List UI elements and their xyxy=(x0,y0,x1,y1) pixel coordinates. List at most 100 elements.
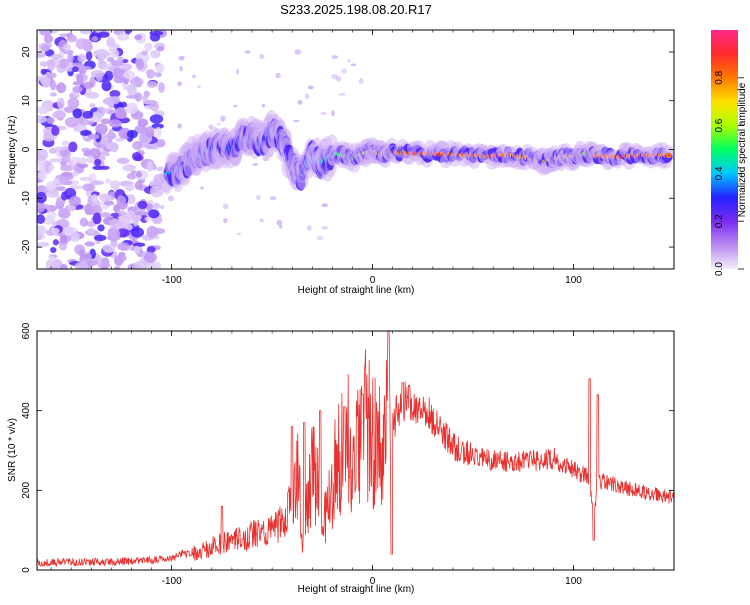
heatmap-cell xyxy=(275,72,281,79)
heatmap-cell xyxy=(37,225,47,236)
heatmap-cell xyxy=(145,126,155,138)
heatmap-cell xyxy=(138,211,149,216)
heatmap-cell xyxy=(106,37,116,48)
heatmap-cell xyxy=(100,212,111,218)
colorbar-tick-label: 0.4 xyxy=(714,166,725,180)
heatmap-cell xyxy=(122,164,137,171)
heatmap-cell xyxy=(125,184,135,192)
heatmap-cell xyxy=(85,50,93,61)
heatmap-cell xyxy=(78,157,88,165)
figure-title: S233.2025.198.08.20.R17 xyxy=(280,2,432,17)
heatmap-cell xyxy=(99,193,112,202)
snr-background xyxy=(37,331,674,570)
heatmap-cell xyxy=(72,66,79,73)
heatmap-cell xyxy=(86,155,95,164)
heatmap-cell xyxy=(79,176,94,182)
heatmap-cell xyxy=(126,193,136,205)
heatmap-cell xyxy=(146,225,159,238)
heatmap-cell xyxy=(124,30,132,35)
heatmap-cell xyxy=(46,180,56,191)
snr-xlabel: Height of straight line (km) xyxy=(298,584,415,595)
heatmap-cell xyxy=(39,61,49,67)
heatmap-cell xyxy=(60,191,68,201)
heatmap-cell xyxy=(261,103,266,108)
colorbar-tick-label: 0.2 xyxy=(714,214,725,228)
heatmap-cell xyxy=(331,110,335,117)
heatmap-cell xyxy=(297,99,303,105)
heatmap-cell xyxy=(59,58,70,68)
spectrogram-y-axis: -20 -10 0 10 20 xyxy=(21,46,674,254)
snr-panel: -100 0 100 0 200 400 600 Height of straight l… xyxy=(7,322,675,595)
heatmap-cell xyxy=(179,66,184,72)
heatmap-cell xyxy=(76,73,84,83)
heatmap-cell xyxy=(666,154,671,157)
heatmap-cell xyxy=(146,199,154,205)
heatmap-cell xyxy=(149,114,164,124)
heatmap-cell xyxy=(68,141,78,153)
heatmap-cell xyxy=(50,54,63,60)
heatmap-cell xyxy=(58,208,71,219)
snr-ylabel: SNR (10 * v/v) xyxy=(7,418,18,482)
heatmap-cell xyxy=(144,42,153,52)
heatmap-cell xyxy=(167,195,175,202)
colorbar-tick-label: 0.8 xyxy=(714,70,725,84)
heatmap-cell xyxy=(56,186,66,191)
heatmap-cell xyxy=(95,123,108,135)
heatmap-cell xyxy=(95,48,109,60)
heatmap-cell xyxy=(68,195,81,207)
heatmap-cell xyxy=(200,186,204,190)
heatmap-cell xyxy=(197,85,201,89)
heatmap-cell xyxy=(79,118,90,126)
heatmap-cell xyxy=(155,138,166,148)
heatmap-cell xyxy=(77,53,86,63)
heatmap-cell xyxy=(306,225,312,231)
heatmap-cell xyxy=(116,56,124,62)
heatmap-cell xyxy=(61,171,73,177)
heatmap-cell xyxy=(60,164,72,172)
x-tick-label: -100 xyxy=(162,576,182,587)
heatmap-cell xyxy=(132,242,146,247)
heatmap-cell xyxy=(133,245,141,254)
heatmap-cell xyxy=(95,141,104,148)
heatmap-cell xyxy=(46,211,58,219)
heatmap-cell xyxy=(86,259,98,266)
heatmap-cell xyxy=(109,180,121,190)
heatmap-cell xyxy=(338,92,346,96)
snr-series-line xyxy=(37,331,674,568)
spectrogram-xlabel: Height of straight line (km) xyxy=(298,285,415,296)
heatmap-cell xyxy=(358,78,364,84)
heatmap-cell xyxy=(136,59,145,70)
heatmap-cell xyxy=(127,84,137,96)
heatmap-cell xyxy=(118,210,127,218)
heatmap-cell xyxy=(141,50,148,56)
heatmap-cell xyxy=(39,30,53,36)
heatmap-cell xyxy=(94,158,102,166)
heatmap-cell xyxy=(69,185,83,190)
heatmap-cell xyxy=(341,68,347,74)
heatmap-cell xyxy=(113,30,122,35)
y-tick-label: 400 xyxy=(21,402,32,419)
heatmap-cell xyxy=(37,115,48,124)
x-tick-label: 100 xyxy=(565,576,582,587)
heatmap-cell xyxy=(236,232,242,235)
heatmap-cell xyxy=(115,137,124,142)
heatmap-cell xyxy=(102,243,116,253)
heatmap-cell xyxy=(56,82,67,94)
heatmap-cell xyxy=(37,51,47,58)
heatmap-cell xyxy=(134,125,148,134)
heatmap-cell xyxy=(61,140,70,146)
heatmap-cell xyxy=(96,73,103,82)
heatmap-cell xyxy=(83,150,91,157)
heatmap-cell xyxy=(134,260,148,269)
heatmap-cell xyxy=(236,68,240,75)
y-tick-label: -10 xyxy=(21,191,32,206)
heatmap-cell xyxy=(216,122,221,126)
heatmap-cell xyxy=(43,132,55,142)
heatmap-cell xyxy=(90,180,104,186)
heatmap-cell xyxy=(79,66,92,71)
heatmap-cell xyxy=(100,118,111,125)
heatmap-cell xyxy=(46,72,57,79)
heatmap-cell xyxy=(52,110,67,119)
